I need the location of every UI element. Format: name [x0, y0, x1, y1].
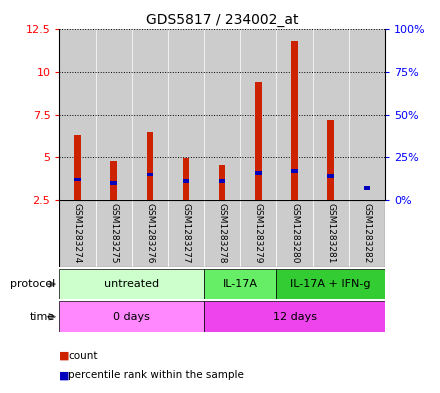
Text: protocol: protocol [10, 279, 55, 289]
Text: time: time [30, 312, 55, 322]
Text: GSM1283281: GSM1283281 [326, 203, 335, 264]
Bar [168, 200, 204, 267]
Text: ■: ■ [59, 351, 70, 361]
Bar [110, 161, 117, 200]
Text: IL-17A + IFN-g: IL-17A + IFN-g [290, 279, 371, 289]
Bar [95, 29, 132, 200]
Bar [349, 200, 385, 267]
Bar [363, 186, 370, 190]
Bar [59, 200, 95, 267]
Bar [132, 29, 168, 200]
Bar [204, 269, 276, 299]
Bar [74, 135, 81, 200]
Bar [219, 165, 225, 200]
Text: GSM1283276: GSM1283276 [145, 203, 154, 264]
Bar [147, 173, 153, 176]
Bar [276, 200, 313, 267]
Bar [240, 200, 276, 267]
Bar [240, 29, 276, 200]
Bar [313, 29, 349, 200]
Text: untreated: untreated [104, 279, 159, 289]
Bar [183, 158, 189, 200]
Bar [313, 200, 349, 267]
Text: GSM1283280: GSM1283280 [290, 203, 299, 264]
Text: count: count [68, 351, 98, 361]
Bar [291, 41, 298, 200]
Bar [183, 179, 189, 183]
Bar [349, 29, 385, 200]
Bar [327, 120, 334, 200]
Title: GDS5817 / 234002_at: GDS5817 / 234002_at [146, 13, 298, 27]
Text: GSM1283278: GSM1283278 [218, 203, 227, 264]
Text: GSM1283279: GSM1283279 [254, 203, 263, 264]
Text: 12 days: 12 days [272, 312, 316, 322]
Bar [95, 200, 132, 267]
Bar [168, 29, 204, 200]
Bar [276, 269, 385, 299]
Text: GSM1283282: GSM1283282 [363, 203, 371, 264]
Bar [291, 169, 298, 173]
Bar [59, 301, 204, 332]
Bar [132, 200, 168, 267]
Bar [219, 179, 225, 183]
Bar [204, 200, 240, 267]
Text: GSM1283274: GSM1283274 [73, 203, 82, 264]
Bar [74, 178, 81, 182]
Bar [327, 174, 334, 178]
Text: ■: ■ [59, 370, 70, 380]
Bar [110, 181, 117, 185]
Bar [276, 29, 313, 200]
Text: 0 days: 0 days [114, 312, 150, 322]
Bar [204, 301, 385, 332]
Bar [255, 171, 262, 174]
Bar [59, 269, 204, 299]
Bar [59, 29, 95, 200]
Bar [147, 132, 153, 200]
Bar [204, 29, 240, 200]
Text: IL-17A: IL-17A [223, 279, 258, 289]
Text: GSM1283277: GSM1283277 [182, 203, 191, 264]
Text: GSM1283275: GSM1283275 [109, 203, 118, 264]
Bar [255, 83, 262, 200]
Text: percentile rank within the sample: percentile rank within the sample [68, 370, 244, 380]
